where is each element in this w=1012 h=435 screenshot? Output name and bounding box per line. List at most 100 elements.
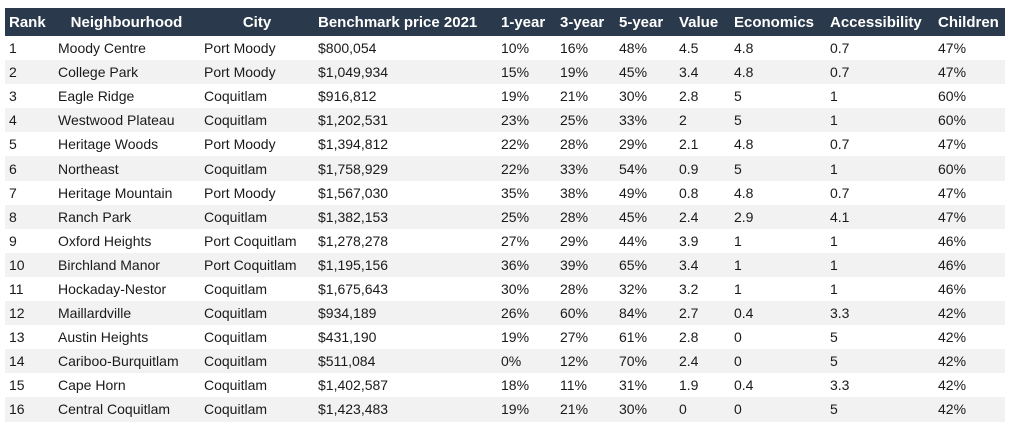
five-year-cell: 32% [615, 276, 675, 302]
neighbourhood-cell: Ranch Park [53, 204, 200, 229]
value-cell: 2.7 [675, 301, 730, 326]
table-row: 2 College Park Port Moody $1,049,934 15% 19% 4… [5, 60, 1005, 85]
benchmark-price-cell: $1,402,587 [314, 373, 497, 398]
accessibility-cell: 0.7 [826, 60, 934, 85]
rank-cell: 15 [5, 373, 53, 398]
accessibility-cell: 5 [826, 349, 934, 374]
five-year-cell: 70% [615, 349, 675, 374]
neighbourhood-cell: Cariboo-Burquitlam [53, 349, 200, 374]
economics-cell: 4.8 [730, 132, 826, 157]
neighbourhood-cell: Cape Horn [53, 373, 200, 398]
five-year-cell: 45% [615, 60, 675, 85]
city-cell: Coquitlam [200, 204, 314, 229]
rank-cell: 1 [5, 36, 53, 61]
children-cell: 60% [934, 108, 1005, 133]
economics-cell: 0 [730, 349, 826, 374]
city-cell: Coquitlam [200, 325, 314, 350]
table-row: 8 Ranch Park Coquitlam $1,382,153 25% 28% 45% 2… [5, 204, 1005, 229]
table-row: 10 Birchland Manor Port Coquitlam $1,195,15… [5, 252, 1005, 277]
neighbourhood-cell: Oxford Heights [53, 228, 200, 253]
three-year-cell: 21% [556, 84, 615, 109]
table-header: Rank Neighbourhood City Benchmark price … [5, 8, 1005, 36]
value-cell: 4.5 [675, 36, 730, 61]
five-year-cell: 48% [615, 36, 675, 61]
five-year-cell: 30% [615, 84, 675, 109]
rank-cell: 8 [5, 204, 53, 229]
header-1-year: 1-year [497, 8, 556, 36]
economics-cell: 0 [730, 397, 826, 422]
economics-cell: 2.9 [730, 204, 826, 229]
one-year-cell: 30% [497, 276, 556, 302]
accessibility-cell: 0.7 [826, 132, 934, 157]
children-cell: 47% [934, 36, 1005, 61]
accessibility-cell: 1 [826, 228, 934, 253]
one-year-cell: 15% [497, 60, 556, 85]
one-year-cell: 19% [497, 84, 556, 109]
city-cell: Port Coquitlam [200, 228, 314, 253]
city-cell: Coquitlam [200, 108, 314, 133]
one-year-cell: 19% [497, 325, 556, 350]
five-year-cell: 29% [615, 132, 675, 157]
children-cell: 47% [934, 180, 1005, 205]
rank-cell: 13 [5, 325, 53, 350]
accessibility-cell: 5 [826, 325, 934, 350]
three-year-cell: 39% [556, 252, 615, 277]
header-row: Rank Neighbourhood City Benchmark price … [5, 8, 1005, 36]
five-year-cell: 61% [615, 325, 675, 350]
city-cell: Coquitlam [200, 349, 314, 374]
children-cell: 42% [934, 397, 1005, 422]
benchmark-price-cell: $431,190 [314, 325, 497, 350]
neighbourhood-cell: Birchland Manor [53, 252, 200, 277]
economics-cell: 5 [730, 156, 826, 181]
rank-cell: 14 [5, 349, 53, 374]
neighbourhood-cell: College Park [53, 60, 200, 85]
value-cell: 3.4 [675, 252, 730, 277]
benchmark-price-cell: $1,394,812 [314, 132, 497, 157]
neighbourhood-cell: Heritage Mountain [53, 180, 200, 205]
city-cell: Port Coquitlam [200, 252, 314, 277]
value-cell: 0 [675, 397, 730, 422]
five-year-cell: 65% [615, 252, 675, 277]
five-year-cell: 54% [615, 156, 675, 181]
header-value: Value [675, 8, 730, 36]
header-children: Children [934, 8, 1005, 36]
benchmark-price-cell: $1,567,030 [314, 180, 497, 205]
accessibility-cell: 3.3 [826, 301, 934, 326]
table-row: 6 Northeast Coquitlam $1,758,929 22% 33% 54% 0.… [5, 156, 1005, 181]
value-cell: 0.9 [675, 156, 730, 181]
three-year-cell: 11% [556, 373, 615, 398]
neighbourhood-cell: Hockaday-Nestor [53, 276, 200, 302]
five-year-cell: 33% [615, 108, 675, 133]
three-year-cell: 25% [556, 108, 615, 133]
children-cell: 42% [934, 325, 1005, 350]
rank-cell: 10 [5, 252, 53, 277]
benchmark-price-cell: $1,423,483 [314, 397, 497, 422]
neighbourhood-cell: Westwood Plateau [53, 108, 200, 133]
benchmark-price-cell: $1,278,278 [314, 228, 497, 253]
table-row: 3 Eagle Ridge Coquitlam $916,812 19% 21% 30% 2.… [5, 84, 1005, 109]
economics-cell: 4.8 [730, 180, 826, 205]
header-economics: Economics [730, 8, 826, 36]
city-cell: Coquitlam [200, 397, 314, 422]
one-year-cell: 10% [497, 36, 556, 61]
economics-cell: 5 [730, 84, 826, 109]
value-cell: 3.4 [675, 60, 730, 85]
three-year-cell: 28% [556, 132, 615, 157]
accessibility-cell: 1 [826, 156, 934, 181]
city-cell: Port Moody [200, 36, 314, 61]
value-cell: 2 [675, 108, 730, 133]
value-cell: 0.8 [675, 180, 730, 205]
value-cell: 1.9 [675, 373, 730, 398]
neighbourhood-cell: Moody Centre [53, 36, 200, 61]
economics-cell: 4.8 [730, 36, 826, 61]
city-cell: Port Moody [200, 60, 314, 85]
header-benchmark-price: Benchmark price 2021 [314, 8, 497, 36]
accessibility-cell: 0.7 [826, 36, 934, 61]
three-year-cell: 28% [556, 276, 615, 302]
neighbourhood-cell: Central Coquitlam [53, 397, 200, 422]
three-year-cell: 33% [556, 156, 615, 181]
rank-cell: 11 [5, 276, 53, 302]
rank-cell: 4 [5, 108, 53, 133]
neighbourhood-cell: Maillardville [53, 301, 200, 326]
header-city: City [200, 8, 314, 36]
